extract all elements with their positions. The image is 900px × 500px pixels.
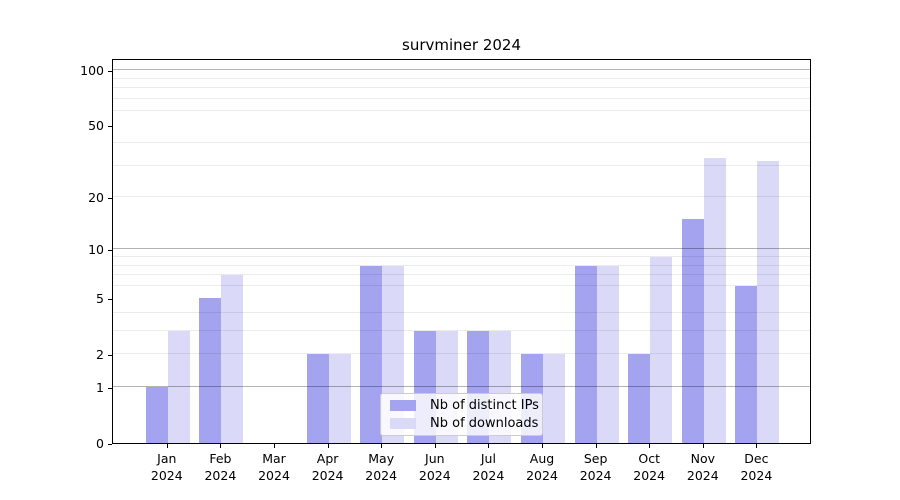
x-tick-label-jul: Jul 2024 bbox=[472, 451, 505, 483]
bar-downloads bbox=[596, 265, 619, 443]
gridline-y-90 bbox=[113, 77, 810, 79]
x-tick-label-mar: Mar 2024 bbox=[258, 451, 290, 483]
gridline-y-9 bbox=[113, 256, 810, 257]
x-tick-label-apr: Apr 2024 bbox=[311, 451, 344, 483]
bar-distinct-ips bbox=[306, 354, 329, 443]
gridline-y-100 bbox=[113, 69, 810, 71]
y-tick-label: 1 bbox=[96, 380, 104, 395]
x-tick-label-may: May 2024 bbox=[365, 451, 398, 483]
gridline-y-30 bbox=[113, 164, 810, 166]
legend-entry-distinct-ips: Nb of distinct IPs bbox=[387, 397, 539, 414]
gridline-y-4 bbox=[113, 312, 810, 313]
bar-distinct-ips bbox=[681, 219, 704, 443]
x-tick-label-nov: Nov 2024 bbox=[686, 451, 719, 483]
gridline-y-7 bbox=[113, 274, 810, 276]
bar-distinct-ips bbox=[735, 285, 758, 443]
y-tick-mark bbox=[108, 125, 112, 127]
x-tick-mark bbox=[166, 444, 168, 448]
x-tick-label-dec: Dec 2024 bbox=[740, 451, 773, 483]
y-tick-mark bbox=[108, 387, 112, 389]
y-tick-mark bbox=[108, 70, 112, 72]
bar-distinct-ips bbox=[199, 298, 222, 443]
chart-title: survminer 2024 bbox=[402, 36, 521, 54]
gridline-y-80 bbox=[113, 87, 810, 89]
bar-downloads bbox=[757, 160, 780, 443]
bar-distinct-ips bbox=[574, 265, 597, 443]
x-tick-label-jun: Jun 2024 bbox=[418, 451, 451, 483]
y-tick-label: 5 bbox=[96, 291, 104, 307]
legend-label-distinct-ips: Nb of distinct IPs bbox=[430, 398, 539, 414]
gridline-y-20 bbox=[113, 196, 810, 198]
y-tick-mark bbox=[108, 354, 112, 356]
bar-downloads bbox=[328, 354, 351, 443]
x-tick-mark bbox=[488, 444, 490, 448]
legend-swatch-distinct-ips-icon bbox=[390, 400, 416, 412]
y-tick-label: 0 bbox=[96, 436, 104, 451]
x-tick-mark bbox=[381, 444, 383, 448]
y-tick-label: 50 bbox=[88, 118, 104, 134]
gridline-y-6 bbox=[113, 284, 810, 286]
x-tick-label-feb: Feb 2024 bbox=[204, 451, 237, 483]
x-tick-label-aug: Aug 2024 bbox=[526, 451, 558, 483]
legend: Nb of distinct IPs Nb of downloads bbox=[380, 393, 543, 436]
x-tick-mark bbox=[595, 444, 597, 448]
y-tick-label: 10 bbox=[88, 242, 104, 258]
y-tick-mark bbox=[108, 197, 112, 199]
x-tick-mark bbox=[702, 444, 704, 448]
bar-distinct-ips bbox=[360, 265, 383, 443]
x-tick-label-sep: Sep 2024 bbox=[579, 451, 612, 483]
y-tick-label: 20 bbox=[88, 190, 104, 206]
bar-downloads bbox=[167, 331, 190, 443]
plot-area bbox=[112, 59, 811, 444]
y-tick-mark bbox=[108, 298, 112, 300]
x-tick-mark bbox=[756, 444, 758, 448]
gridline-y-8 bbox=[113, 264, 810, 266]
y-tick-label: 100 bbox=[80, 63, 104, 79]
bar-downloads bbox=[703, 158, 726, 443]
y-tick-mark bbox=[108, 443, 112, 445]
legend-swatch-downloads-icon bbox=[390, 417, 416, 429]
bar-downloads bbox=[221, 275, 244, 443]
x-tick-mark bbox=[274, 444, 275, 448]
legend-label-downloads: Nb of downloads bbox=[430, 415, 539, 431]
legend-entry-downloads: Nb of downloads bbox=[387, 415, 539, 432]
x-tick-mark bbox=[542, 444, 543, 448]
gridline-y-1 bbox=[113, 386, 810, 388]
gridline-y-40 bbox=[113, 142, 810, 144]
bar-distinct-ips bbox=[628, 354, 651, 443]
gridline-y-2 bbox=[113, 353, 810, 355]
gridline-y-10 bbox=[113, 248, 810, 250]
x-tick-mark bbox=[434, 444, 436, 448]
bar-downloads bbox=[650, 257, 673, 443]
gridline-y-70 bbox=[113, 97, 810, 99]
x-tick-mark bbox=[649, 444, 651, 448]
x-tick-label-oct: Oct 2024 bbox=[633, 451, 666, 483]
bar-distinct-ips bbox=[145, 387, 168, 443]
gridline-y-3 bbox=[113, 330, 810, 332]
bar-downloads bbox=[543, 354, 565, 443]
x-tick-mark bbox=[220, 444, 222, 448]
x-tick-label-jan: Jan 2024 bbox=[150, 451, 183, 483]
y-tick-mark bbox=[108, 249, 112, 251]
y-tick-label: 2 bbox=[96, 347, 104, 363]
gridline-y-60 bbox=[113, 109, 810, 111]
x-tick-mark bbox=[327, 444, 329, 448]
